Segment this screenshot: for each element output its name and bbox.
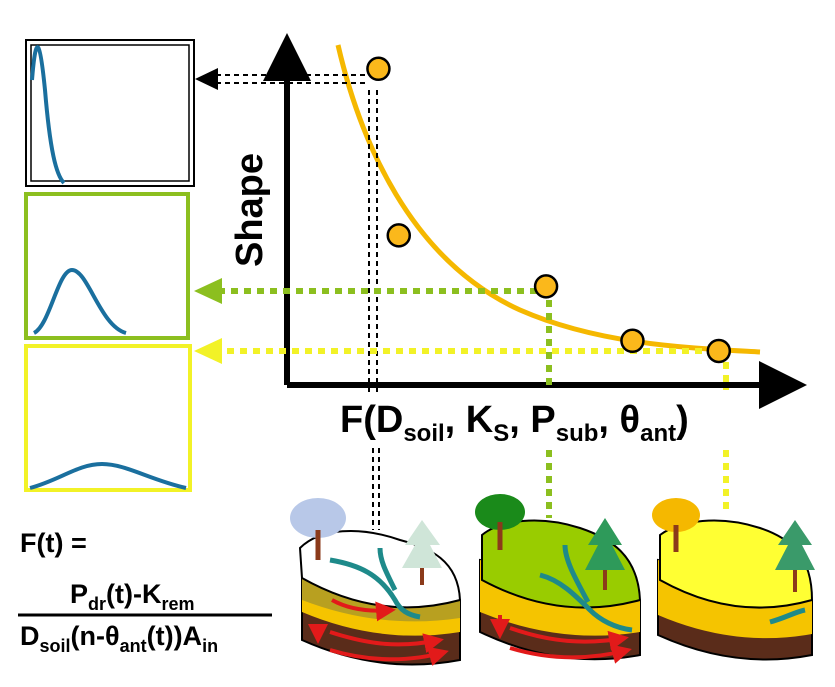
tree-deciduous-icon xyxy=(652,498,700,532)
data-point-3 xyxy=(533,274,559,299)
catchment-wet xyxy=(652,498,815,661)
arrowhead-black xyxy=(195,68,218,90)
data-point-4 xyxy=(620,328,645,354)
tree-conifer-icon xyxy=(775,520,815,570)
data-point-1 xyxy=(366,56,391,82)
hydrograph-box-black xyxy=(25,39,195,187)
chart-axes xyxy=(263,33,807,409)
arrowhead-green xyxy=(194,278,222,304)
projection-green xyxy=(194,278,552,518)
tree-deciduous-icon xyxy=(290,498,346,538)
hydrograph-curve-medium xyxy=(32,267,127,335)
data-points xyxy=(366,56,732,364)
river-moist xyxy=(539,572,633,633)
flow-arrow xyxy=(331,598,396,622)
tree-deciduous-icon xyxy=(475,494,525,530)
catchment-dry xyxy=(290,498,462,667)
tree-conifer-icon xyxy=(402,520,442,568)
fit-curve xyxy=(335,44,761,355)
arrowhead-yellow xyxy=(194,338,222,364)
formula: F(t) = Pdr(t)-Krem Dsoil(n-θant(t))Ain xyxy=(18,528,272,656)
data-point-5 xyxy=(706,338,732,364)
catchment-moist xyxy=(475,494,642,664)
projection-black xyxy=(195,68,380,530)
hydrograph-curve-peaked xyxy=(30,45,66,185)
data-point-2 xyxy=(386,223,412,248)
hydrograph-curve-flat xyxy=(29,461,187,490)
x-axis-label: F(Dsoil, KS, Psub, θant) xyxy=(340,399,689,447)
hydrograph-box-green xyxy=(24,192,190,340)
formula-lhs: F(t) = xyxy=(20,528,87,558)
y-axis-label: Shape xyxy=(229,153,271,267)
formula-denominator: Dsoil(n-θant(t))Ain xyxy=(20,621,218,656)
formula-numerator: Pdr(t)-Krem xyxy=(70,579,195,614)
tree-conifer-icon xyxy=(585,518,625,570)
river-wet xyxy=(769,607,806,625)
hydrograph-box-yellow xyxy=(24,344,192,492)
river-dry xyxy=(329,557,421,620)
